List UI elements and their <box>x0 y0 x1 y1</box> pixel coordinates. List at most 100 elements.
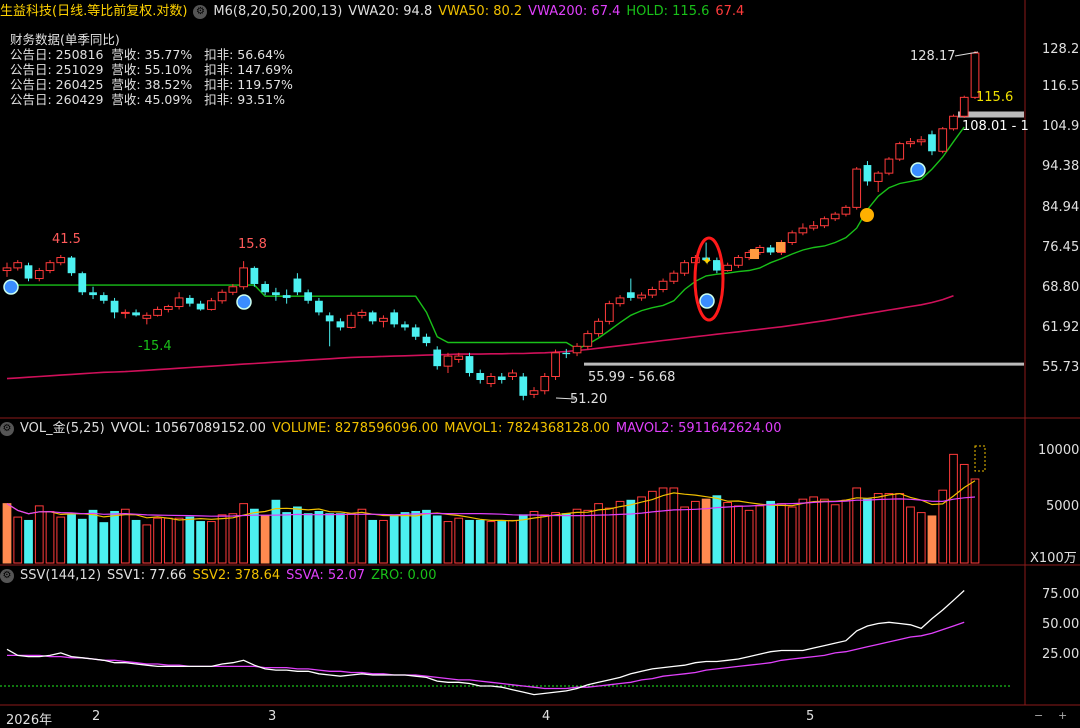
ssv-tick: 75.00 <box>1042 587 1080 602</box>
volume-bar <box>422 509 431 564</box>
candle-body <box>422 336 431 344</box>
candle-body <box>916 139 926 143</box>
volume-bar <box>959 463 969 564</box>
volume-bar <box>497 521 507 564</box>
volume-bar <box>250 508 259 564</box>
mavol2-label: MAVOL2: 5911642624.00 <box>615 421 782 436</box>
candle-body <box>336 321 345 328</box>
price-tick: 68.80 <box>1042 280 1080 295</box>
main-header: 生益科技(日线.等比前复权.对数) ⚙ M6(8,20,50,200,13) VWA2… <box>0 2 750 22</box>
signal-dot-icon <box>910 162 926 178</box>
candle-body <box>56 257 66 264</box>
volume-bar <box>67 514 76 564</box>
volume-bar <box>486 521 496 564</box>
vwa50-label: VWA50: 80.2 <box>438 4 523 19</box>
volume-bar <box>131 519 141 564</box>
volume-bar <box>346 513 356 564</box>
zoom-in-button[interactable]: + <box>1058 709 1068 722</box>
butterfly-icon: ✦ <box>702 254 712 268</box>
price-tick: 55.73 <box>1042 360 1080 375</box>
financial-row: 公告日: 260425 营收: 38.52% 扣非: 119.57% <box>10 77 293 92</box>
vol-name[interactable]: VOL_金(5,25) <box>20 421 105 436</box>
candle-body <box>604 303 614 322</box>
vwa200-label: VWA200: 67.4 <box>528 4 621 19</box>
candle-body <box>411 327 420 337</box>
volume-bar <box>45 510 55 564</box>
candle-body <box>540 375 550 392</box>
vol-tick: 5000 <box>1046 499 1080 514</box>
candle-body <box>852 168 862 208</box>
candle-body <box>519 376 528 396</box>
candle-body <box>712 260 721 271</box>
volume-bar <box>185 516 195 564</box>
candle-body <box>34 270 44 280</box>
candle-body <box>476 373 485 380</box>
date-tick: 5 <box>806 709 815 724</box>
ssv-tick: 25.00 <box>1042 647 1080 662</box>
candle-body <box>551 352 560 377</box>
volume-bar <box>443 521 453 564</box>
vol-unit: X100万 <box>1030 551 1077 566</box>
m6-label[interactable]: M6(8,20,50,200,13) <box>213 4 343 19</box>
candle-body <box>304 292 313 301</box>
volume-bar <box>260 515 270 564</box>
high-pointer <box>954 51 979 57</box>
candle-body <box>185 297 194 304</box>
price-annotation: 108.01 - 1 <box>962 119 1029 134</box>
candle-body <box>357 311 367 316</box>
candle-body <box>346 314 356 328</box>
volume-bar <box>432 515 442 564</box>
candle-body <box>401 324 409 328</box>
candle-body <box>615 297 625 305</box>
candle-body <box>798 227 808 234</box>
volume-bar <box>777 503 786 564</box>
volume-bar <box>669 487 679 564</box>
low-annotation: 51.20 <box>570 392 608 407</box>
ssv2-label: SSV2: 378.64 <box>192 568 281 583</box>
low-pointer <box>555 397 576 400</box>
candle-body <box>594 320 603 335</box>
ssv-header: ⚙ SSV(144,12) SSV1: 77.66 SSV2: 378.64 SSVA:… <box>0 566 442 586</box>
candle-body <box>723 264 732 272</box>
hold-line <box>7 126 965 350</box>
candle-body <box>217 291 227 302</box>
volume-bar <box>798 498 808 564</box>
volume-bar <box>873 493 883 564</box>
candle-body <box>443 355 453 367</box>
vvol-label: VVOL: 10567089152.00 <box>110 421 266 436</box>
volume-bar <box>572 508 582 564</box>
settings-icon[interactable]: ⚙ <box>193 4 208 19</box>
vol-tick: 10000 <box>1038 443 1080 458</box>
candle-body <box>89 292 97 296</box>
settings-icon[interactable]: ⚙ <box>0 421 14 436</box>
volume-bar <box>540 514 550 564</box>
zoom-out-button[interactable]: − <box>1034 709 1044 722</box>
candle-body <box>766 247 775 253</box>
volume-bar <box>508 519 517 564</box>
highlight-ellipse <box>693 236 725 322</box>
date-tick: 2026年 <box>6 713 53 728</box>
candle-body <box>239 267 248 288</box>
volume-bar <box>454 517 464 564</box>
volume-bar <box>852 487 862 564</box>
volume-bar <box>110 510 119 564</box>
high-annotation: 128.17 <box>910 49 956 64</box>
ssv-name[interactable]: SSV(144,12) <box>20 568 102 583</box>
candle-body <box>153 308 162 316</box>
candle-body <box>110 300 119 313</box>
volume-bar <box>24 519 33 564</box>
volume-bar <box>314 510 324 564</box>
volume-bar <box>690 500 700 564</box>
signal-dot-icon <box>699 293 715 309</box>
volume-bar <box>863 498 872 564</box>
stock-title[interactable]: 生益科技(日线.等比前复权.对数) <box>0 4 188 19</box>
settings-icon[interactable]: ⚙ <box>0 568 14 583</box>
mavol1-line <box>6 480 976 522</box>
candle-body <box>465 356 474 374</box>
candle-body <box>562 352 571 355</box>
ssva-line <box>7 621 965 690</box>
candle-body <box>293 278 302 293</box>
candle-body <box>949 115 958 130</box>
zro-label: ZRO: 0.00 <box>371 568 437 583</box>
